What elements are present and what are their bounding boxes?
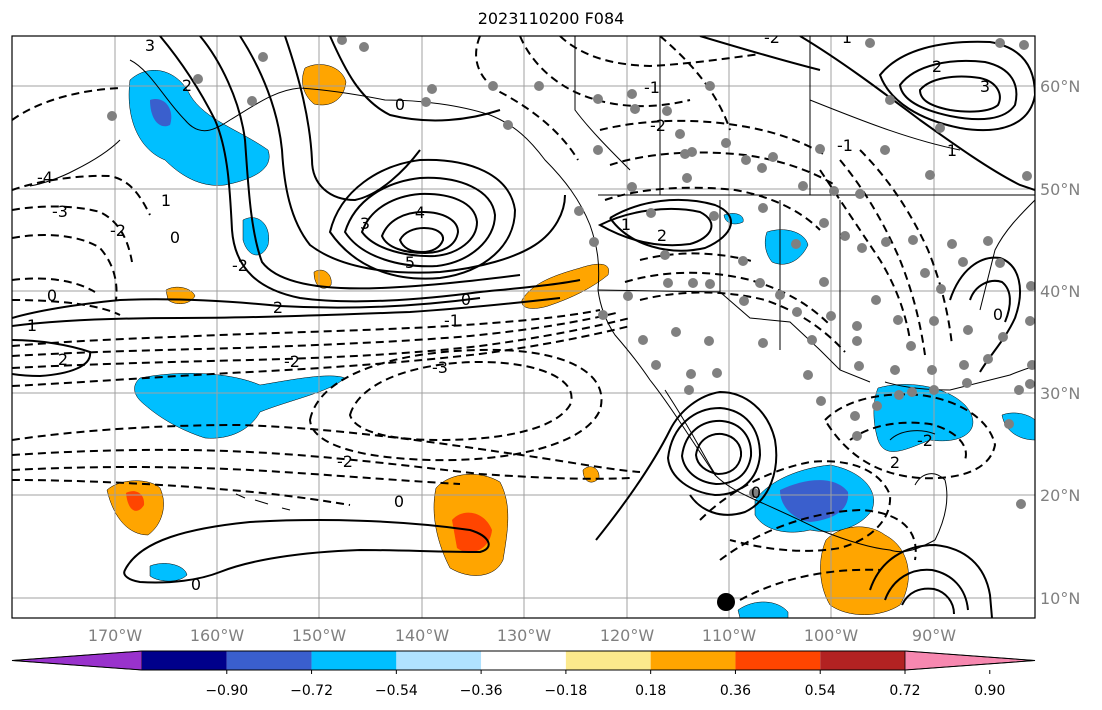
colorbar-tick-label: 0.54 [805,683,836,699]
lon-label: 160°W [190,626,245,645]
map-title: 2023110200 F084 [477,9,625,28]
contour-label: 4 [415,203,425,222]
station-markers [107,36,1035,509]
contour-label: 0 [395,95,405,114]
contour-label: -3 [52,202,68,221]
colorbar-tick-label: −0.54 [375,683,418,699]
latitude-labels: 60°N 50°N 40°N 30°N 20°N 10°N [1040,77,1080,608]
contour-label: 5 [405,253,415,272]
solid-contours [12,36,1035,618]
colorbar-tick-label: 0.72 [889,683,920,699]
lon-label: 120°W [600,626,655,645]
contour-label: 2 [890,453,900,472]
contour-labels: 3 1 2 0 -1 -2 4 -3 -4 5 -2 0 1 2 -1 -2 3… [27,28,1003,594]
contour-label: 0 [170,228,180,247]
colorbar-segment [650,651,736,670]
contour-label: 0 [993,305,1003,324]
colorbar-tick-label: 0.18 [635,683,666,699]
contour-label: 1 [842,28,852,47]
contour-label: 3 [980,77,990,96]
contour-label: 1 [621,215,631,234]
contour-label: 0 [751,483,761,502]
lat-label: 10°N [1040,589,1080,608]
contour-label: -3 [432,358,448,377]
lat-label: 40°N [1040,282,1080,301]
contour-label: 0 [394,492,404,511]
contour-label: -2 [284,352,300,371]
lat-label: 20°N [1040,486,1080,505]
colorbar-outline [11,650,1036,671]
contour-label: 1 [947,141,957,160]
contour-label: -1 [837,136,853,155]
contour-label: 2 [182,76,192,95]
contour-label: -4 [37,168,53,187]
colorbar-tick-label: 0.36 [720,683,751,699]
colorbar-segment [565,651,651,670]
colorbar-tick-label: −0.72 [290,683,333,699]
marker-dot [717,593,735,611]
contour-label: -2 [650,116,666,135]
longitude-labels: 170°W 160°W 150°W 140°W 130°W 120°W 110°… [88,626,956,645]
contour-label: -2 [232,256,248,275]
colorbar-extend-max [904,650,1036,671]
lat-label: 60°N [1040,77,1080,96]
contour-label: 0 [461,290,471,309]
lon-label: 100°W [804,626,859,645]
contour-label: 3 [145,36,155,55]
colorbar: −0.90 −0.72 −0.54 −0.36 −0.18 0.18 0.36 0.54 0.7… [11,650,1036,699]
contour-label: -1 [644,78,660,97]
lat-label: 50°N [1040,180,1080,199]
colorbar-tick-label: −0.18 [544,683,587,699]
lon-label: 110°W [702,626,757,645]
contour-label: 2 [657,226,667,245]
contour-label: -2 [764,28,780,47]
colorbar-segment [226,651,312,670]
lon-label: 90°W [912,626,956,645]
colorbar-tick-label: −0.90 [205,683,248,699]
lon-label: 150°W [292,626,347,645]
map-frame [11,35,1036,619]
coastlines [29,36,1035,553]
contour-label: -2 [110,221,126,240]
lat-label: 30°N [1040,384,1080,403]
lon-label: 170°W [88,626,143,645]
contour-label: 1 [161,191,171,210]
colorbar-segment [735,651,821,670]
lon-label: 130°W [497,626,552,645]
colorbar-segment [820,651,905,670]
contour-label: 2 [273,298,283,317]
contour-label: -2 [337,452,353,471]
colorbar-segment [311,651,397,670]
contour-label: 3 [360,214,370,233]
contour-label: 0 [47,286,57,305]
contour-label: 2 [58,350,68,369]
contour-label: -2 [917,431,933,450]
contour-label: 1 [27,316,37,335]
colorbar-tick-label: 0.90 [974,683,1005,699]
colorbar-segment [142,651,227,670]
colorbar-tick-label: −0.36 [460,683,503,699]
contour-label: -1 [444,311,460,330]
contour-label: 0 [191,575,201,594]
lon-label: 140°W [395,626,450,645]
colorbar-segment [396,651,482,670]
colorbar-extend-min [11,650,143,671]
colorbar-segment [481,651,566,670]
contour-label: 2 [932,57,942,76]
